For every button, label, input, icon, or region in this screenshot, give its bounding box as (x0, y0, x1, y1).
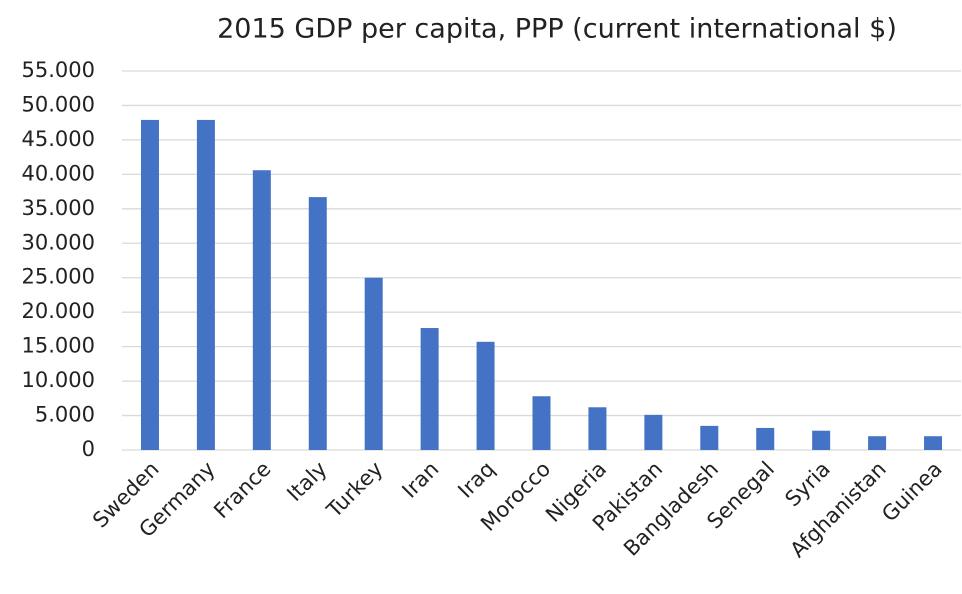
y-tick-label: 55.000 (22, 58, 95, 82)
y-tick-label: 45.000 (22, 127, 95, 151)
y-tick-label: 5.000 (35, 403, 95, 427)
x-tick-label: Iran (397, 457, 443, 503)
bar (308, 197, 327, 450)
bar (924, 436, 943, 450)
bar (476, 341, 495, 450)
bar (196, 119, 215, 451)
bar (700, 425, 719, 450)
x-tick-label: Italy (282, 457, 331, 506)
y-tick-label: 0 (82, 437, 95, 461)
bar (868, 436, 887, 450)
y-tick-label: 30.000 (22, 230, 95, 254)
x-tick-label: Guinea (877, 457, 947, 527)
bar (812, 430, 831, 450)
bar (756, 427, 775, 450)
y-tick-label: 40.000 (22, 161, 95, 185)
y-tick-label: 35.000 (22, 196, 95, 220)
bar (252, 170, 271, 450)
x-tick-label: Iraq (453, 457, 499, 503)
bar (532, 396, 551, 450)
bar (644, 414, 663, 450)
y-tick-label: 10.000 (22, 368, 95, 392)
y-tick-label: 20.000 (22, 299, 95, 323)
y-tick-label: 50.000 (22, 92, 95, 116)
bar (420, 328, 439, 450)
bar (140, 119, 159, 451)
x-tick-label: France (209, 457, 275, 523)
chart-title: 2015 GDP per capita, PPP (current intern… (217, 14, 897, 45)
x-tick-label: Turkey (321, 457, 387, 523)
bar (588, 407, 607, 450)
y-tick-label: 15.000 (22, 334, 95, 358)
y-tick-label: 25.000 (22, 265, 95, 289)
bar (364, 277, 383, 450)
